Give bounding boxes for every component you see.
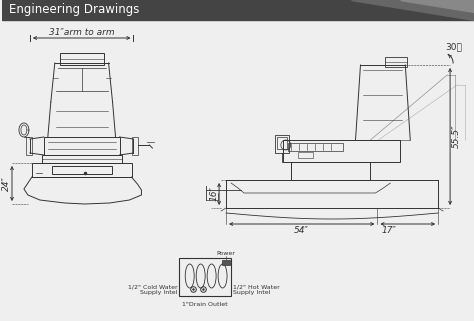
Text: 1"Drain Outlet: 1"Drain Outlet <box>182 302 228 307</box>
Bar <box>283 140 401 162</box>
Text: 55.5″: 55.5″ <box>452 125 461 148</box>
Text: 24″: 24″ <box>2 176 11 191</box>
Polygon shape <box>401 0 474 12</box>
Text: 31″arm to arm: 31″arm to arm <box>49 28 115 37</box>
Text: 54″: 54″ <box>294 226 309 235</box>
Bar <box>42 155 121 163</box>
Bar <box>60 53 104 65</box>
Bar <box>222 260 230 265</box>
Text: 30度: 30度 <box>445 42 462 51</box>
Bar <box>277 137 287 149</box>
Text: 16″: 16″ <box>209 187 218 202</box>
Bar <box>385 57 407 67</box>
Text: 1/2" Hot Water
Supply Intel: 1/2" Hot Water Supply Intel <box>233 285 280 295</box>
Text: Engineering Drawings: Engineering Drawings <box>9 4 139 16</box>
Bar <box>26 137 32 155</box>
Bar <box>298 152 313 158</box>
Bar <box>291 162 371 180</box>
Bar <box>52 166 111 174</box>
Bar <box>32 163 132 177</box>
Bar <box>44 137 119 155</box>
Bar <box>2 0 474 20</box>
Bar <box>288 143 343 151</box>
Bar <box>275 135 289 153</box>
Bar <box>132 137 138 155</box>
Text: Power: Power <box>217 251 236 256</box>
Text: 17″: 17″ <box>382 226 397 235</box>
Bar <box>179 258 231 296</box>
Polygon shape <box>351 0 474 20</box>
Text: 1/2" Cold Water
Supply Intel: 1/2" Cold Water Supply Intel <box>128 285 177 295</box>
